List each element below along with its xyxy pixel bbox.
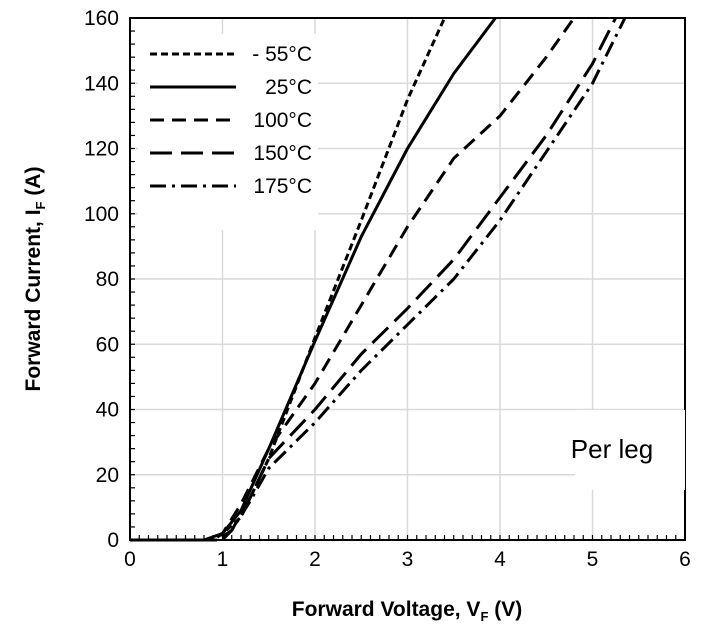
legend-label-1: - 55°C <box>252 43 312 66</box>
y-tick-label: 20 <box>96 464 119 487</box>
y-axis-title: Forward Current, IF (A) <box>22 167 48 392</box>
x-axis-title: Forward Voltage, VF (V) <box>292 598 522 624</box>
y-tick-label: 140 <box>84 72 119 95</box>
x-tick-label: 3 <box>402 548 414 571</box>
y-tick-label: 60 <box>96 333 119 356</box>
y-tick-label: 80 <box>96 268 119 291</box>
x-tick-label: 5 <box>587 548 599 571</box>
y-tick-label: 160 <box>84 7 119 30</box>
x-tick-label: 6 <box>679 548 691 571</box>
x-axis-title-main: Forward Voltage, V <box>292 598 481 621</box>
y-tick-label: 120 <box>84 138 119 161</box>
y-axis-title-main: Forward Current, I <box>22 209 45 391</box>
y-tick-label: 40 <box>96 399 119 422</box>
annotation-box <box>575 410 685 490</box>
series-line-5 <box>130 17 627 542</box>
x-axis-title-subscript: F <box>480 609 488 624</box>
x-tick-label: 2 <box>309 548 321 571</box>
x-tick-label: 1 <box>217 548 229 571</box>
y-axis-title-unit: (A) <box>22 167 45 202</box>
series-line-3 <box>130 17 576 542</box>
data-series <box>130 17 627 542</box>
series-line-2 <box>130 17 497 542</box>
legend-label-5: 175°C <box>253 175 312 198</box>
x-tick-label: 4 <box>494 548 506 571</box>
legend-label-2: 25°C <box>265 76 312 99</box>
legend: - 55°C 25°C 100°C 150°C 175°C <box>138 34 318 230</box>
y-tick-label: 100 <box>84 203 119 226</box>
y-axis-title-subscript: F <box>33 201 48 209</box>
legend-label-4: 150°C <box>253 142 312 165</box>
plot-frame <box>129 17 686 541</box>
y-tick-label: 0 <box>107 529 119 552</box>
legend-label-3: 100°C <box>253 109 312 132</box>
legend-background <box>138 34 318 230</box>
x-tick-labels: 0 1 2 3 4 5 6 <box>124 548 691 571</box>
y-tick-labels: 0 20 40 60 80 100 120 140 160 <box>84 7 119 552</box>
x-tick-label: 0 <box>124 548 136 571</box>
annotation-per-leg: Per leg <box>571 434 653 464</box>
x-axis-title-unit: (V) <box>488 598 522 621</box>
